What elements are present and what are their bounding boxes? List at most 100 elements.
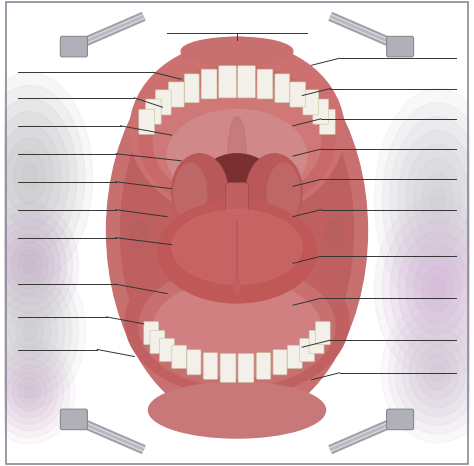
- Ellipse shape: [6, 138, 53, 216]
- FancyBboxPatch shape: [238, 353, 254, 382]
- Ellipse shape: [18, 250, 42, 281]
- Ellipse shape: [0, 283, 64, 379]
- FancyBboxPatch shape: [203, 353, 218, 379]
- FancyBboxPatch shape: [387, 409, 414, 430]
- Ellipse shape: [429, 186, 445, 214]
- FancyBboxPatch shape: [225, 183, 249, 215]
- FancyBboxPatch shape: [257, 69, 273, 99]
- Ellipse shape: [389, 312, 474, 434]
- Ellipse shape: [422, 266, 453, 312]
- FancyBboxPatch shape: [146, 99, 161, 124]
- FancyBboxPatch shape: [273, 350, 287, 375]
- Ellipse shape: [1, 359, 58, 424]
- FancyBboxPatch shape: [60, 36, 87, 57]
- FancyBboxPatch shape: [303, 90, 319, 115]
- Ellipse shape: [0, 264, 79, 398]
- Ellipse shape: [24, 385, 35, 398]
- Ellipse shape: [18, 378, 41, 404]
- FancyBboxPatch shape: [387, 36, 414, 57]
- Ellipse shape: [390, 221, 474, 357]
- Ellipse shape: [0, 273, 72, 389]
- Ellipse shape: [14, 151, 46, 203]
- Ellipse shape: [148, 382, 326, 438]
- Ellipse shape: [374, 89, 474, 312]
- FancyBboxPatch shape: [187, 350, 201, 375]
- Ellipse shape: [234, 280, 240, 294]
- Ellipse shape: [395, 321, 474, 425]
- Ellipse shape: [130, 219, 148, 247]
- Ellipse shape: [0, 346, 69, 437]
- Ellipse shape: [11, 242, 48, 289]
- Ellipse shape: [422, 172, 453, 228]
- FancyBboxPatch shape: [139, 109, 155, 134]
- Ellipse shape: [0, 111, 69, 243]
- Ellipse shape: [172, 210, 302, 284]
- Ellipse shape: [195, 154, 279, 228]
- FancyBboxPatch shape: [287, 345, 302, 369]
- Ellipse shape: [0, 226, 60, 305]
- Ellipse shape: [7, 365, 52, 418]
- FancyBboxPatch shape: [319, 109, 335, 134]
- Ellipse shape: [9, 302, 51, 360]
- FancyBboxPatch shape: [184, 74, 199, 103]
- Ellipse shape: [22, 164, 37, 190]
- Ellipse shape: [406, 144, 469, 256]
- Ellipse shape: [326, 219, 344, 247]
- Ellipse shape: [0, 211, 73, 321]
- Ellipse shape: [172, 154, 228, 228]
- Ellipse shape: [0, 339, 75, 444]
- Ellipse shape: [2, 293, 57, 369]
- FancyBboxPatch shape: [313, 99, 328, 124]
- FancyBboxPatch shape: [290, 82, 306, 107]
- Ellipse shape: [228, 116, 246, 200]
- Ellipse shape: [0, 254, 85, 408]
- Ellipse shape: [374, 198, 474, 380]
- FancyBboxPatch shape: [219, 66, 237, 98]
- Ellipse shape: [181, 37, 293, 65]
- Ellipse shape: [167, 110, 307, 203]
- Ellipse shape: [16, 312, 44, 350]
- Ellipse shape: [423, 355, 451, 391]
- Ellipse shape: [120, 54, 354, 408]
- FancyBboxPatch shape: [144, 322, 159, 345]
- Ellipse shape: [398, 130, 474, 270]
- FancyBboxPatch shape: [237, 66, 255, 98]
- Ellipse shape: [0, 203, 79, 329]
- FancyBboxPatch shape: [256, 353, 271, 379]
- Ellipse shape: [24, 258, 36, 274]
- Ellipse shape: [0, 124, 61, 229]
- Ellipse shape: [0, 72, 92, 282]
- Ellipse shape: [107, 37, 367, 424]
- Ellipse shape: [158, 200, 316, 303]
- Ellipse shape: [429, 278, 445, 300]
- Ellipse shape: [174, 163, 207, 224]
- Ellipse shape: [23, 321, 36, 341]
- Ellipse shape: [13, 372, 46, 411]
- Ellipse shape: [5, 234, 54, 297]
- FancyBboxPatch shape: [172, 345, 187, 369]
- Ellipse shape: [153, 82, 321, 203]
- FancyBboxPatch shape: [309, 330, 324, 354]
- Ellipse shape: [125, 247, 349, 396]
- Ellipse shape: [0, 85, 85, 269]
- FancyBboxPatch shape: [159, 338, 174, 362]
- FancyBboxPatch shape: [275, 74, 290, 103]
- Ellipse shape: [153, 280, 321, 377]
- FancyBboxPatch shape: [300, 338, 315, 362]
- FancyBboxPatch shape: [201, 69, 217, 99]
- Ellipse shape: [414, 255, 461, 323]
- Ellipse shape: [0, 98, 77, 256]
- Ellipse shape: [139, 266, 335, 387]
- Ellipse shape: [417, 347, 458, 399]
- Ellipse shape: [246, 154, 302, 228]
- Ellipse shape: [139, 65, 335, 214]
- Ellipse shape: [410, 338, 465, 408]
- FancyBboxPatch shape: [315, 322, 330, 345]
- Ellipse shape: [0, 352, 64, 431]
- Ellipse shape: [0, 219, 66, 313]
- Ellipse shape: [402, 329, 472, 417]
- Ellipse shape: [383, 103, 474, 298]
- FancyBboxPatch shape: [168, 82, 184, 107]
- FancyBboxPatch shape: [220, 353, 236, 382]
- Ellipse shape: [414, 158, 461, 242]
